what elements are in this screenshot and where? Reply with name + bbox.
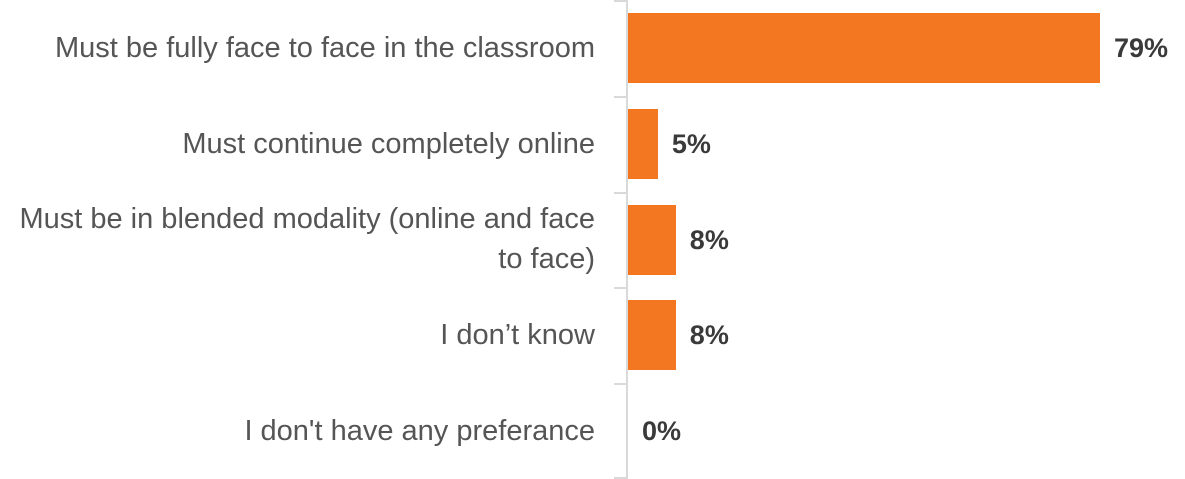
value-label: 5%: [671, 128, 711, 159]
value-label: 79%: [1114, 33, 1169, 63]
axis-line: [626, 0, 628, 479]
tick-mark: [614, 95, 626, 98]
bar: [628, 13, 1100, 83]
tick-mark: [614, 191, 626, 194]
category-label: Must continue completely online: [182, 127, 595, 160]
tick-mark: [614, 287, 626, 290]
value-label: 8%: [689, 224, 729, 255]
bar: [628, 108, 658, 179]
tick-mark: [614, 477, 626, 479]
tick-mark: [614, 0, 626, 2]
category-label: Must be fully face to face in the classr…: [55, 31, 595, 64]
category-label: I don’t know: [440, 319, 595, 352]
category-label: Must be in blended modality (online and …: [19, 203, 595, 276]
tick-mark: [614, 383, 626, 386]
value-label: 8%: [689, 320, 729, 351]
category-label: I don't have any preferance: [244, 415, 595, 448]
bar: [628, 300, 676, 371]
value-label: 0%: [642, 416, 682, 447]
bar: [628, 204, 676, 275]
